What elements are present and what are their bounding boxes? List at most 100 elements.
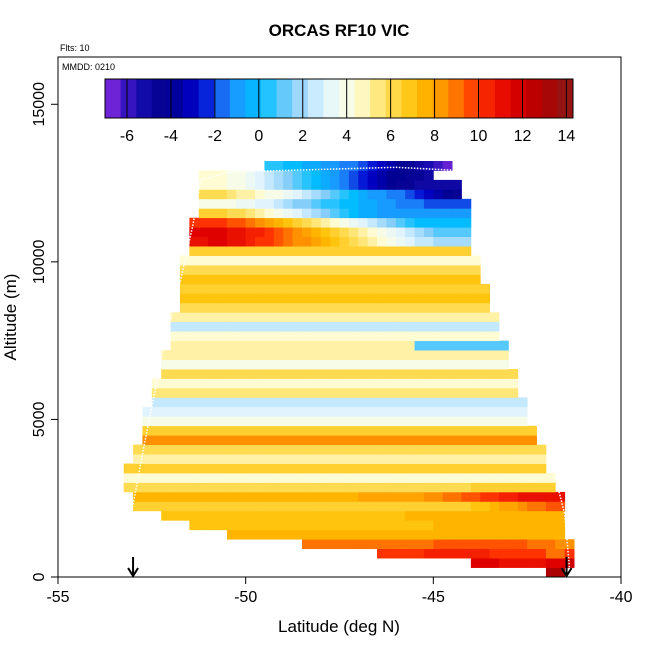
heat-cell [414,283,425,294]
heat-cell [236,387,247,398]
heat-cell [395,189,406,200]
heat-cell [179,397,190,408]
heat-cell [527,425,537,436]
heat-cell [452,529,462,540]
heat-cell [536,491,547,502]
heat-cell [217,265,228,275]
heat-cell [433,416,444,427]
heat-cell [264,501,275,512]
heat-cell [133,444,143,455]
heat-cell [189,274,200,285]
heat-cell [320,161,331,171]
heat-cell [330,198,340,209]
heat-cell [226,397,237,408]
heat-cell [348,217,359,228]
heat-cell [480,539,491,550]
heat-cell [179,454,190,464]
heat-cell [499,501,509,512]
heat-cell [151,425,162,436]
heat-cell [198,274,209,285]
heat-cell [226,359,237,370]
heat-cell [386,246,397,256]
heat-cell [423,510,434,521]
heat-cell [133,501,143,512]
heat-cell [461,482,472,493]
heat-cell [442,378,453,389]
heat-cell [414,217,425,228]
heat-cell [255,491,265,502]
heat-cell [133,454,143,464]
colorbar-tick-label: 10 [470,128,488,145]
heat-cell [348,227,359,238]
heat-cell [161,444,171,455]
heat-cell [273,387,284,398]
heat-cell [226,274,237,285]
heat-cell [386,236,397,247]
heat-cell [348,520,359,531]
heat-cell [245,359,256,370]
heat-cell [339,491,350,502]
heat-cell [217,454,228,464]
heat-cell [198,378,209,389]
heat-cell [395,397,406,408]
heat-cell [179,378,190,389]
heat-cell [142,454,153,464]
heat-cell [367,463,378,474]
heat-cell [217,293,228,304]
heat-cell [433,463,444,474]
heat-cell [480,482,491,493]
heat-cell [283,359,293,370]
heat-cell [330,293,340,304]
heat-cell [273,208,284,219]
colorbar [104,78,574,119]
heat-cell [208,331,218,342]
heat-cell [198,473,209,483]
heat-cell [292,293,303,304]
heat-cell [151,387,162,398]
heat-cell [470,369,481,379]
heat-cell [405,331,415,342]
heat-cell [348,539,359,550]
heat-cell [264,236,275,247]
heat-cell [527,473,537,483]
heat-cell [461,520,472,531]
heat-cell [161,482,171,493]
heat-cell [198,491,209,502]
heat-cell [273,369,284,379]
heat-cell [480,520,491,531]
heat-cell [236,246,247,256]
heat-cell [480,321,491,332]
heat-cell [198,435,209,446]
heat-cell [386,321,397,332]
heat-cell [508,491,519,502]
heat-cell [283,274,293,285]
heat-cell [236,302,247,313]
heat-cell [189,265,200,275]
heat-cell [358,529,369,540]
heat-cell [442,179,453,190]
heat-cell [198,397,209,408]
date-annotation: MMDD: 0210 [62,62,115,72]
colorbar-swatch [495,79,512,118]
heat-cell [208,265,218,275]
heat-cell [208,208,218,219]
heat-cell [217,217,228,228]
heat-cell [461,236,472,247]
heat-cell [386,491,397,502]
heat-cell [377,378,387,389]
heat-cell [320,283,331,294]
heat-cell [292,473,303,483]
heat-cell [320,444,331,455]
heat-cell [283,387,293,398]
heat-cell [423,331,434,342]
heat-cell [264,340,275,351]
heat-cell [348,454,359,464]
heat-cell [499,406,509,417]
heat-cell [217,444,228,455]
colorbar-tick-label: -6 [120,128,134,145]
heat-cell [499,548,509,559]
heat-cell [442,463,453,474]
heat-cell [545,529,556,540]
heat-cell [320,198,331,209]
heat-cell [367,539,378,550]
